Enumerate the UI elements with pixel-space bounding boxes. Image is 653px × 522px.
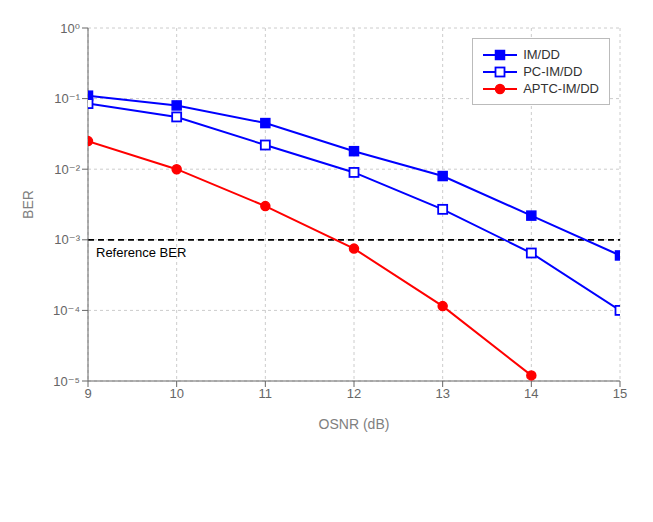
html-text:PC-IM/DD: PC-IM/DD [523, 64, 583, 79]
svg-text:12: 12 [347, 386, 361, 401]
svg-text:10⁻³: 10⁻³ [54, 232, 80, 247]
svg-text:13: 13 [435, 386, 449, 401]
svg-text:14: 14 [524, 386, 538, 401]
svg-text:9: 9 [84, 386, 91, 401]
svg-text:11: 11 [259, 386, 273, 401]
svg-text:OSNR (dB): OSNR (dB) [319, 416, 390, 432]
svg-text:10⁻²: 10⁻² [54, 162, 80, 177]
html-text:IM/DD: IM/DD [523, 47, 560, 62]
svg-text:15: 15 [613, 386, 627, 401]
svg-text:10: 10 [169, 386, 183, 401]
svg-text:10⁻⁵: 10⁻⁵ [53, 374, 80, 389]
html-text:APTC-IM/DD: APTC-IM/DD [523, 81, 599, 96]
svg-text:Reference BER: Reference BER [96, 245, 186, 260]
svg-text:10⁻⁴: 10⁻⁴ [53, 303, 80, 318]
svg-text:10⁻¹: 10⁻¹ [54, 91, 80, 106]
svg-text:10⁰: 10⁰ [60, 21, 80, 36]
svg-text:BER: BER [20, 190, 36, 219]
